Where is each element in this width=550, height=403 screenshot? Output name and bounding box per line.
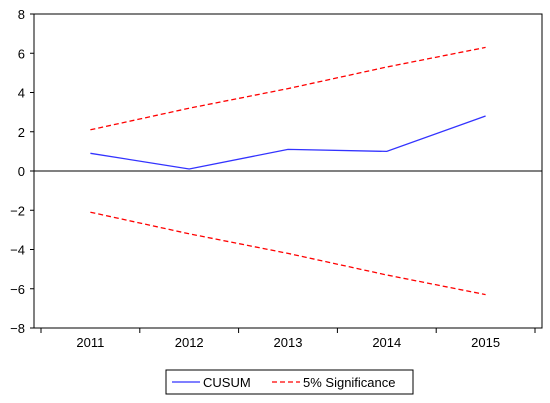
- y-tick-label: −2: [10, 203, 25, 218]
- y-tick-label: −4: [10, 243, 25, 258]
- series-line-cusum: [90, 115, 486, 170]
- x-tick-label: 2012: [175, 335, 204, 350]
- x-axis: 2011 2012 2013 2014 2015: [40, 328, 536, 350]
- legend-label-significance: 5% Significance: [303, 375, 396, 390]
- series-layer: [90, 46, 486, 296]
- x-tick-label: 2013: [274, 335, 303, 350]
- y-tick-label: −8: [10, 321, 25, 336]
- y-tick-label: −6: [10, 282, 25, 297]
- x-tick-label: 2011: [76, 335, 104, 350]
- x-tick-label: 2015: [471, 335, 500, 350]
- legend: CUSUM 5% Significance: [165, 369, 414, 395]
- y-axis: −8 −6 −4 −2 0 2 4 6 8: [10, 7, 34, 336]
- series-line-upper-bound: [90, 46, 486, 131]
- y-tick-label: 0: [18, 164, 25, 179]
- y-tick-label: 2: [18, 125, 25, 140]
- legend-label-cusum: CUSUM: [203, 375, 251, 390]
- y-tick-label: 8: [18, 7, 25, 22]
- series-line-lower-bound: [90, 211, 486, 296]
- y-tick-label: 6: [18, 46, 25, 61]
- x-tick-label: 2014: [372, 335, 401, 350]
- y-tick-label: 4: [18, 86, 25, 101]
